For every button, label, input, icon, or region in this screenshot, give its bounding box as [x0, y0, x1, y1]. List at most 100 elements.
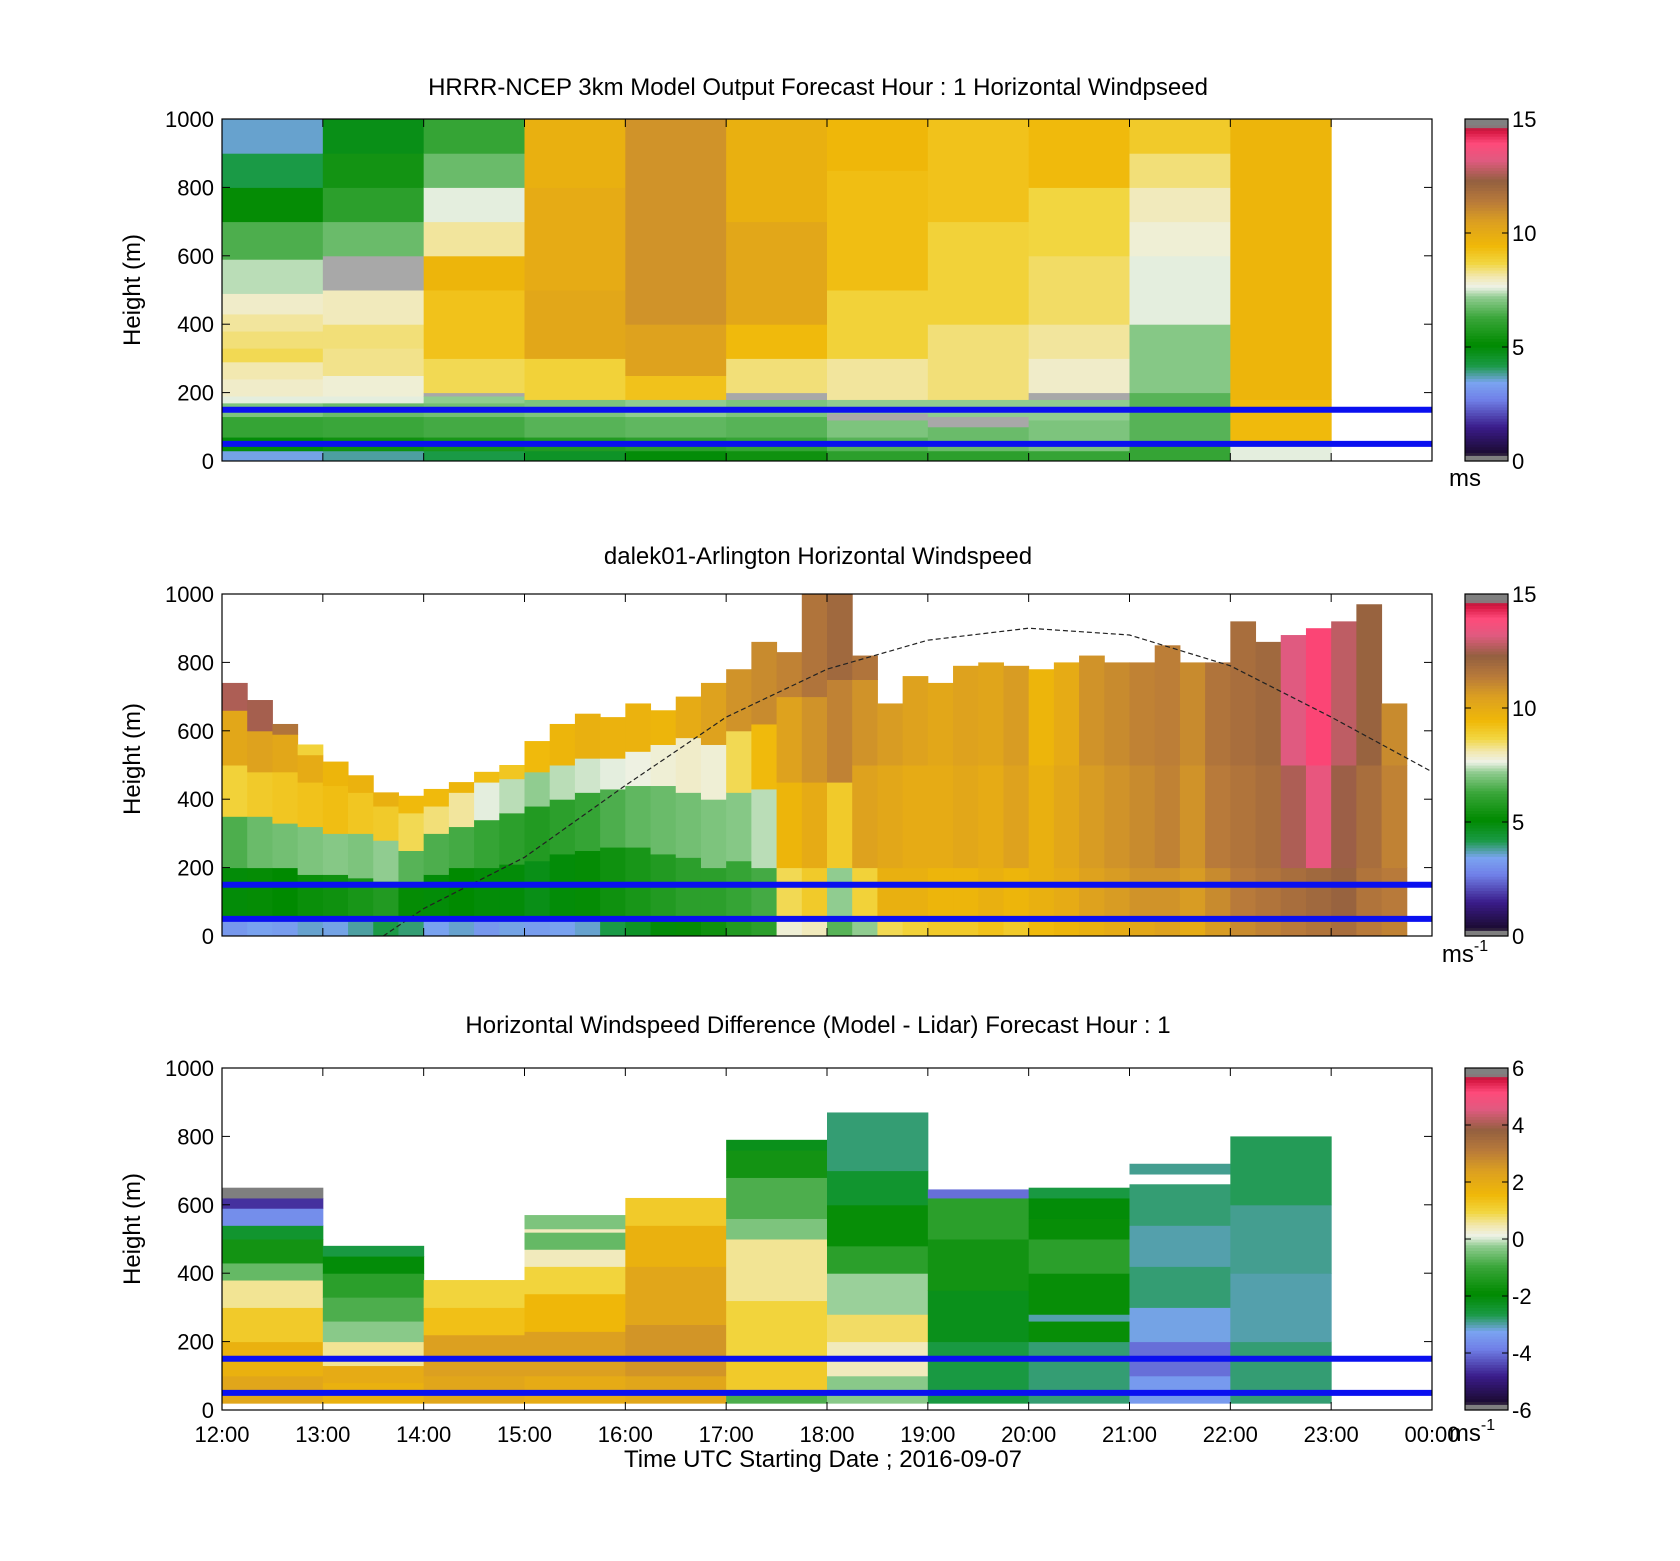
colorbar-segment [1465, 381, 1508, 385]
colorbar-segment [1465, 608, 1508, 612]
colorbar-segment [1465, 204, 1508, 208]
x-tick-label: 19:00 [900, 1422, 955, 1447]
heatmap-cell [423, 290, 525, 359]
x-tick-label: 00:00 [1404, 1422, 1459, 1447]
colorbar-segment [1465, 782, 1508, 786]
colorbar-segment [1465, 355, 1508, 359]
heatmap-cell [902, 676, 929, 766]
y-tick-label: 200 [177, 381, 214, 406]
colorbar-segment [1465, 449, 1508, 454]
colorbar-segment [1465, 1096, 1508, 1100]
colorbar-tick-label: -4 [1512, 1341, 1532, 1366]
colorbar-segment [1465, 690, 1508, 695]
colorbar-segment [1465, 676, 1508, 681]
heatmap-cell [1205, 918, 1231, 937]
heatmap-cell [398, 795, 425, 814]
heatmap-cell [1230, 765, 1257, 869]
heatmap-cell [322, 1341, 425, 1367]
colorbar-segment [1465, 745, 1508, 749]
colorbar-segment [1465, 1341, 1508, 1346]
heatmap-cell [1028, 1239, 1130, 1274]
colorbar-segment [1465, 1187, 1508, 1192]
colorbar-segment [1465, 1159, 1508, 1163]
colorbar-segment [1465, 1284, 1508, 1289]
colorbar-segment [1465, 1193, 1508, 1197]
colorbar-segment [1465, 696, 1508, 701]
panel-model-output: HRRR-NCEP 3km Model Output Forecast Hour… [119, 74, 1536, 492]
colorbar-segment [1465, 1247, 1508, 1251]
colorbar-segment [1465, 187, 1508, 191]
colorbar-segment [1465, 284, 1508, 288]
heatmap-cell [1230, 1136, 1332, 1206]
colorbar-segment [1465, 1173, 1508, 1177]
colorbar-segment [1465, 1216, 1508, 1220]
colorbar-segment [1465, 1258, 1508, 1263]
colorbar-segment [1465, 1335, 1508, 1340]
heatmap-cell [1003, 867, 1030, 920]
heatmap-cell [801, 782, 828, 869]
colorbar-segment [1465, 375, 1508, 379]
heatmap-cell [322, 187, 425, 223]
colorbar-segment [1465, 418, 1508, 422]
heatmap-cell [423, 119, 525, 154]
colorbar-segment [1465, 864, 1508, 869]
heatmap-cell [600, 788, 626, 848]
colorbar-segment [1465, 659, 1508, 663]
heatmap-cell [322, 1321, 425, 1343]
heatmap-cell [1104, 662, 1130, 766]
y-tick-label: 400 [177, 312, 214, 337]
colorbar-segment [1465, 1293, 1508, 1297]
colorbar-segment [1465, 398, 1508, 402]
colorbar-segment [1465, 1068, 1508, 1072]
x-tick-label: 12:00 [194, 1422, 249, 1447]
heatmap-cell [524, 741, 551, 773]
heatmap-cell [1129, 918, 1156, 937]
colorbar-segment [1465, 890, 1508, 894]
heatmap-cell [827, 1314, 929, 1343]
colorbar-segment [1465, 401, 1508, 405]
heatmap-cell [852, 655, 878, 680]
heatmap-cell [448, 826, 475, 869]
colorbar-segment [1465, 887, 1508, 891]
heatmap-cell [1129, 187, 1231, 223]
heatmap-cell [625, 918, 652, 937]
colorbar-segment [1465, 884, 1508, 889]
colorbar-segment [1465, 853, 1508, 857]
colorbar-segment [1465, 372, 1508, 377]
heatmap-cell [726, 669, 752, 732]
heatmap-cell [877, 867, 904, 920]
colorbar-segment [1465, 1176, 1508, 1180]
colorbar-segment [1465, 432, 1508, 436]
heatmap-cell [927, 765, 954, 869]
heatmap-cell [222, 119, 324, 154]
colorbar-segment [1465, 1281, 1508, 1286]
colorbar-segment [1465, 916, 1508, 920]
colorbar-segment [1465, 1230, 1508, 1234]
colorbar-segment [1465, 622, 1508, 626]
colorbar-segment [1465, 304, 1508, 308]
colorbar-segment [1465, 138, 1508, 143]
colorbar-segment [1465, 1113, 1508, 1118]
heatmap-cell [953, 918, 979, 937]
heatmap-cell [953, 867, 979, 920]
heatmap-cell [322, 416, 425, 438]
colorbar-segment [1465, 1167, 1508, 1172]
colorbar-segment [1465, 389, 1508, 394]
colorbar-segment [1465, 616, 1508, 621]
colorbar-segment [1465, 124, 1508, 129]
colorbar-tick-label: 2 [1512, 1170, 1524, 1195]
heatmap-cell [852, 765, 878, 869]
colorbar-segment [1465, 682, 1508, 686]
colorbar-segment [1465, 1107, 1508, 1112]
colorbar-segment [1465, 181, 1508, 186]
colorbar-segment [1465, 1213, 1508, 1217]
heatmap-cell [726, 119, 828, 223]
colorbar-segment [1465, 178, 1508, 183]
colorbar-segment [1465, 227, 1508, 231]
heatmap-cell [700, 744, 727, 800]
heatmap-cell [726, 324, 828, 359]
colorbar-segment [1465, 295, 1508, 300]
heatmap-cell [1129, 119, 1231, 154]
heatmap-cell [1280, 635, 1307, 766]
heatmap-cell [524, 918, 551, 937]
